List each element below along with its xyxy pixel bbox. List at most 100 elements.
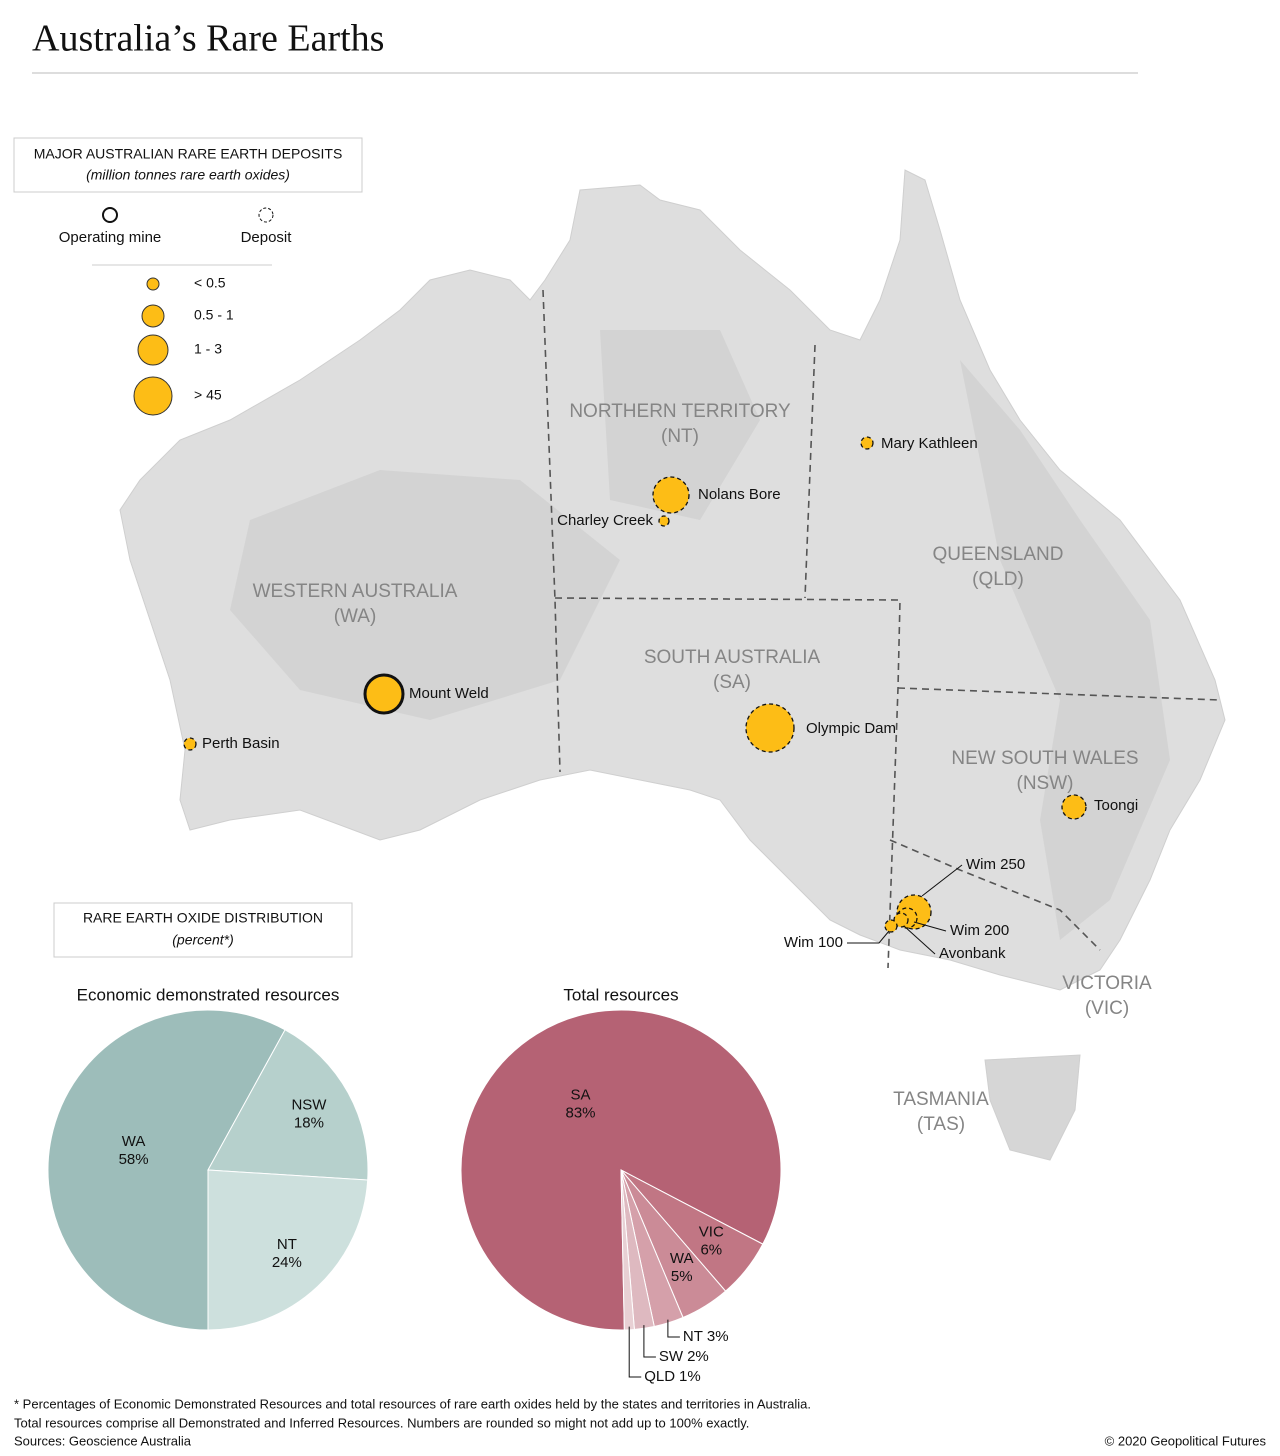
site-marker [363,673,405,715]
distribution-title: RARE EARTH OXIDE DISTRIBUTION [83,910,323,926]
region-abbr: (SA) [713,672,751,693]
site-label: Wim 250 [966,856,1025,873]
region-name: NEW SOUTH WALES [951,748,1138,769]
credit: © 2020 Geopolitical Futures [1105,1433,1267,1448]
region-name: SOUTH AUSTRALIA [644,647,821,668]
size-label: > 45 [194,387,222,403]
site-label: Avonbank [939,945,1006,962]
region-abbr: (NT) [661,426,699,447]
value-label: 24% [272,1254,302,1271]
leader-line [643,1325,656,1358]
slice-label: SA [571,1087,591,1104]
slice-category: SW [659,1348,684,1365]
border [542,289,561,773]
region-name: WESTERN AUSTRALIA [253,581,458,602]
pie-slice [207,1169,369,1331]
slice-category: QLD [644,1368,675,1385]
border [804,344,816,599]
leader-line [913,921,947,932]
inland-shade [230,330,1170,940]
footnote: * Percentages of Economic Demonstrated R… [14,1396,811,1411]
legend-title: MAJOR AUSTRALIAN RARE EARTH DEPOSITS [34,146,343,162]
region-name: VICTORIA [1062,973,1152,994]
site-label: Wim 100 [784,934,843,951]
site-label: Toongi [1094,797,1138,814]
slice-label: NT [277,1236,297,1253]
size-symbol [141,304,165,328]
distribution-box [53,902,353,958]
border [889,839,1101,951]
value-label: 2% [687,1348,709,1365]
site-marker [884,919,898,933]
value-label: 18% [294,1114,324,1131]
site-label: Charley Creek [557,512,653,529]
region-name: TASMANIA [893,1089,989,1110]
size-symbol [133,376,173,416]
site-label: Olympic Dam [806,720,896,737]
tasmania [984,1054,1081,1161]
distribution-header: RARE EARTH OXIDE DISTRIBUTION (percent*) [53,902,353,958]
leader-line [903,925,936,955]
size-label: < 0.5 [194,275,226,291]
legend-subtitle: (million tonnes rare earth oxides) [86,167,290,183]
site-label: Mary Kathleen [881,435,978,452]
leader-line [921,864,963,897]
region-name: QUEENSLAND [933,544,1064,565]
site-marker [745,703,795,753]
slice-label: VIC [699,1224,724,1241]
size-label: 1 - 3 [194,341,222,357]
pie-slice [460,1009,782,1331]
size-symbol [137,334,169,366]
pie-title: Total resources [563,985,678,1004]
site-marker [658,515,670,527]
region-abbr: (TAS) [917,1114,965,1135]
border [554,597,901,969]
pie-title: Economic demonstrated resources [77,985,340,1004]
site-label: Wim 200 [950,922,1009,939]
region-name: NORTHERN TERRITORY [569,401,791,422]
site-marker [893,912,909,928]
state-borders [542,289,1221,969]
distribution-subtitle: (percent*) [172,932,233,948]
size-symbol [146,277,160,291]
site-marker [183,737,197,751]
slice-label: SW 2% [659,1348,709,1365]
value-label: 58% [119,1151,149,1168]
legend-type: Deposit [241,229,293,246]
pie-slice [47,1009,286,1331]
region-abbr: (VIC) [1085,998,1129,1019]
region-abbr: (NSW) [1017,773,1074,794]
legend: MAJOR AUSTRALIAN RARE EARTH DEPOSITS (mi… [13,137,363,266]
value-label: 5% [671,1268,693,1285]
legend-type: Operating mine [59,229,162,246]
slice-label: NSW [291,1096,327,1113]
leader-line [847,930,890,944]
mine-symbol [102,207,118,223]
site-marker [860,436,874,450]
site-label: Nolans Bore [698,486,781,503]
region-abbr: (WA) [334,606,377,627]
value-label: 83% [566,1105,596,1122]
map [119,169,1226,1161]
site-marker [652,476,690,514]
slice-label: NT 3% [683,1328,729,1345]
border [897,687,1221,701]
site-marker [1061,794,1087,820]
footnote: Total resources comprise all Demonstrate… [14,1415,749,1430]
legend-box [13,137,363,193]
mainland [119,169,1226,991]
value-label: 6% [700,1242,722,1259]
site-label: Perth Basin [202,735,280,752]
value-label: 3% [707,1328,729,1345]
footnote: Sources: Geoscience Australia [14,1433,192,1448]
slice-label: WA [122,1133,146,1150]
slice-category: NT [683,1328,703,1345]
site-label: Mount Weld [409,685,489,702]
leader-line [667,1319,680,1338]
pie-slice [207,1029,369,1181]
slice-label: WA [670,1250,694,1267]
title: Australia’s Rare Earths [32,18,384,60]
deposit-symbol [258,207,274,223]
size-label: 0.5 - 1 [194,307,234,323]
